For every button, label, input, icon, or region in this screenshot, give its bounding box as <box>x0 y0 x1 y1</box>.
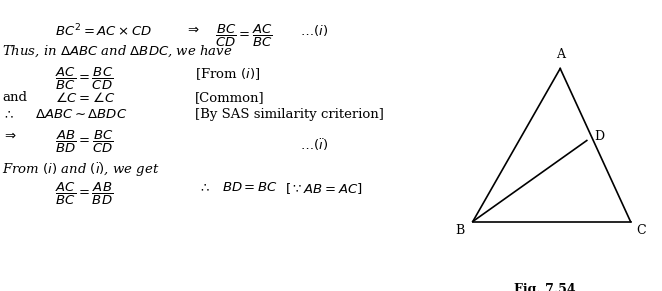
Text: $\dfrac{BC}{CD}=\dfrac{AC}{BC}$: $\dfrac{BC}{CD}=\dfrac{AC}{BC}$ <box>215 23 273 49</box>
Text: $\ldots(i)$: $\ldots(i)$ <box>300 23 328 38</box>
Text: From $(i)$ and $(\ddot{\imath})$, we get: From $(i)$ and $(\ddot{\imath})$, we get <box>2 161 160 179</box>
Text: C: C <box>636 224 646 237</box>
Text: A: A <box>555 47 565 61</box>
Text: $\dfrac{AB}{BD}=\dfrac{BC}{CD}$: $\dfrac{AB}{BD}=\dfrac{BC}{CD}$ <box>55 129 114 155</box>
Text: $\Delta ABC \sim \Delta BDC$: $\Delta ABC \sim \Delta BDC$ <box>35 108 127 121</box>
Text: $BD = BC$: $BD = BC$ <box>222 181 278 194</box>
Text: $\Rightarrow$: $\Rightarrow$ <box>2 129 17 142</box>
Text: [Common]: [Common] <box>195 91 265 104</box>
Text: Thus, in $\Delta ABC$ and $\Delta BDC$, we have: Thus, in $\Delta ABC$ and $\Delta BDC$, … <box>2 44 232 59</box>
Text: B: B <box>455 224 465 237</box>
Text: $\therefore$: $\therefore$ <box>2 108 14 121</box>
Text: $\dfrac{AC}{BC}=\dfrac{AB}{BD}$: $\dfrac{AC}{BC}=\dfrac{AB}{BD}$ <box>55 181 113 207</box>
Text: $\angle C = \angle C$: $\angle C = \angle C$ <box>55 91 115 105</box>
Text: [By SAS similarity criterion]: [By SAS similarity criterion] <box>195 108 384 121</box>
Text: [From $(i)$]: [From $(i)$] <box>195 66 260 82</box>
Text: $[\because AB = AC]$: $[\because AB = AC]$ <box>285 181 363 196</box>
Text: $BC^2 = AC \times CD$: $BC^2 = AC \times CD$ <box>55 23 152 40</box>
Text: $\dfrac{AC}{BC}=\dfrac{BC}{CD}$: $\dfrac{AC}{BC}=\dfrac{BC}{CD}$ <box>55 66 113 92</box>
Text: $\ldots(\ddot{\imath})$: $\ldots(\ddot{\imath})$ <box>300 137 328 153</box>
Text: $\Rightarrow$: $\Rightarrow$ <box>185 23 200 36</box>
Text: Fig. 7.54: Fig. 7.54 <box>514 283 576 291</box>
Text: $\therefore$: $\therefore$ <box>198 181 211 194</box>
Text: D: D <box>594 130 604 143</box>
Text: and: and <box>2 91 27 104</box>
